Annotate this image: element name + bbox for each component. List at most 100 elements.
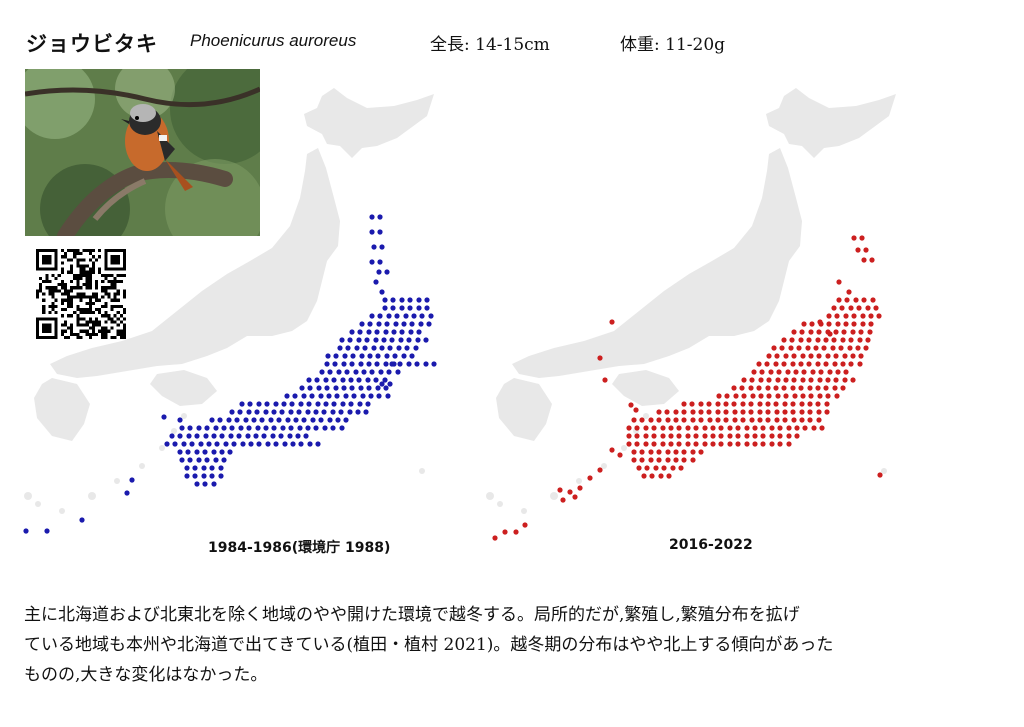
distribution-dot: [806, 337, 812, 343]
qr-code[interactable]: [36, 249, 126, 339]
distribution-dot: [739, 385, 745, 391]
distribution-dot: [869, 257, 875, 263]
distribution-dot: [424, 305, 430, 311]
distribution-dot: [332, 361, 338, 367]
distribution-dot: [775, 377, 781, 383]
distribution-dot: [824, 401, 830, 407]
island: [881, 468, 887, 474]
distribution-dot: [824, 409, 830, 415]
distribution-dot: [279, 409, 285, 415]
distribution-dot: [186, 433, 192, 439]
distribution-dot: [276, 417, 282, 423]
distribution-dot: [732, 409, 738, 415]
distribution-dot: [706, 401, 712, 407]
distribution-dot: [815, 337, 821, 343]
distribution-dot: [631, 449, 637, 455]
distribution-dot: [826, 321, 832, 327]
distribution-dot: [287, 433, 293, 439]
distribution-dot: [870, 297, 876, 303]
island: [621, 445, 627, 451]
distribution-dot: [668, 425, 674, 431]
distribution-dot: [825, 353, 831, 359]
distribution-dot: [339, 337, 345, 343]
distribution-dot: [602, 377, 608, 383]
distribution-dot: [766, 377, 772, 383]
distribution-dot: [395, 369, 401, 375]
distribution-dot: [23, 528, 29, 534]
distribution-dot: [282, 441, 288, 447]
distribution-dot: [347, 337, 353, 343]
distribution-dot: [343, 417, 349, 423]
distribution-dot: [735, 425, 741, 431]
distribution-dot: [349, 361, 355, 367]
distribution-dot: [732, 417, 738, 423]
distribution-dot: [246, 425, 252, 431]
distribution-dot: [649, 473, 655, 479]
distribution-dot: [382, 297, 388, 303]
distribution-dot: [831, 337, 837, 343]
distribution-dot: [356, 337, 362, 343]
distribution-dot: [796, 345, 802, 351]
distribution-dot: [678, 465, 684, 471]
distribution-dot: [231, 441, 237, 447]
distribution-dot: [567, 489, 573, 495]
distribution-dot: [782, 409, 788, 415]
distribution-dot: [375, 385, 381, 391]
distribution-dot: [265, 441, 271, 447]
distribution-dot: [665, 417, 671, 423]
distribution-dot: [741, 393, 747, 399]
distribution-dot: [397, 361, 403, 367]
island: [24, 492, 32, 500]
distribution-dot: [361, 369, 367, 375]
distribution-dot: [281, 401, 287, 407]
distribution-dot: [800, 353, 806, 359]
distribution-dot: [748, 409, 754, 415]
land-area: [304, 88, 434, 158]
distribution-dot: [634, 441, 640, 447]
distribution-dot: [414, 361, 420, 367]
distribution-dot: [254, 409, 260, 415]
distribution-dot: [771, 345, 777, 351]
distribution-dot: [748, 385, 754, 391]
island: [601, 463, 607, 469]
distribution-dot: [639, 417, 645, 423]
distribution-dot: [765, 417, 771, 423]
distribution-dot: [213, 425, 219, 431]
distribution-dot: [840, 385, 846, 391]
distribution-dot: [807, 409, 813, 415]
island: [181, 413, 187, 419]
distribution-dot: [386, 369, 392, 375]
distribution-dot: [808, 329, 814, 335]
distribution-dot: [223, 441, 229, 447]
distribution-dot: [44, 528, 50, 534]
distribution-dot: [785, 369, 791, 375]
distribution-dot: [648, 449, 654, 455]
distribution-dot: [278, 433, 284, 439]
distribution-dot: [693, 425, 699, 431]
distribution-dot: [179, 425, 185, 431]
distribution-dot: [848, 361, 854, 367]
distribution-dot: [786, 441, 792, 447]
distribution-dot: [221, 425, 227, 431]
distribution-dot: [865, 337, 871, 343]
distribution-dot: [631, 457, 637, 463]
distribution-dot: [316, 385, 322, 391]
distribution-dot: [860, 313, 866, 319]
distribution-dot: [823, 361, 829, 367]
distribution-dot: [776, 369, 782, 375]
distribution-dot: [217, 417, 223, 423]
distribution-dot: [790, 385, 796, 391]
land-area: [150, 370, 217, 406]
distribution-dot: [213, 457, 219, 463]
distribution-dot: [192, 473, 198, 479]
distribution-dot: [774, 409, 780, 415]
distribution-dot: [815, 385, 821, 391]
distribution-dot: [313, 425, 319, 431]
distribution-dot: [836, 279, 842, 285]
distribution-dot: [373, 337, 379, 343]
distribution-dot: [358, 361, 364, 367]
distribution-dot: [349, 385, 355, 391]
distribution-dot: [211, 449, 217, 455]
distribution-dot: [386, 313, 392, 319]
distribution-dot: [653, 465, 659, 471]
